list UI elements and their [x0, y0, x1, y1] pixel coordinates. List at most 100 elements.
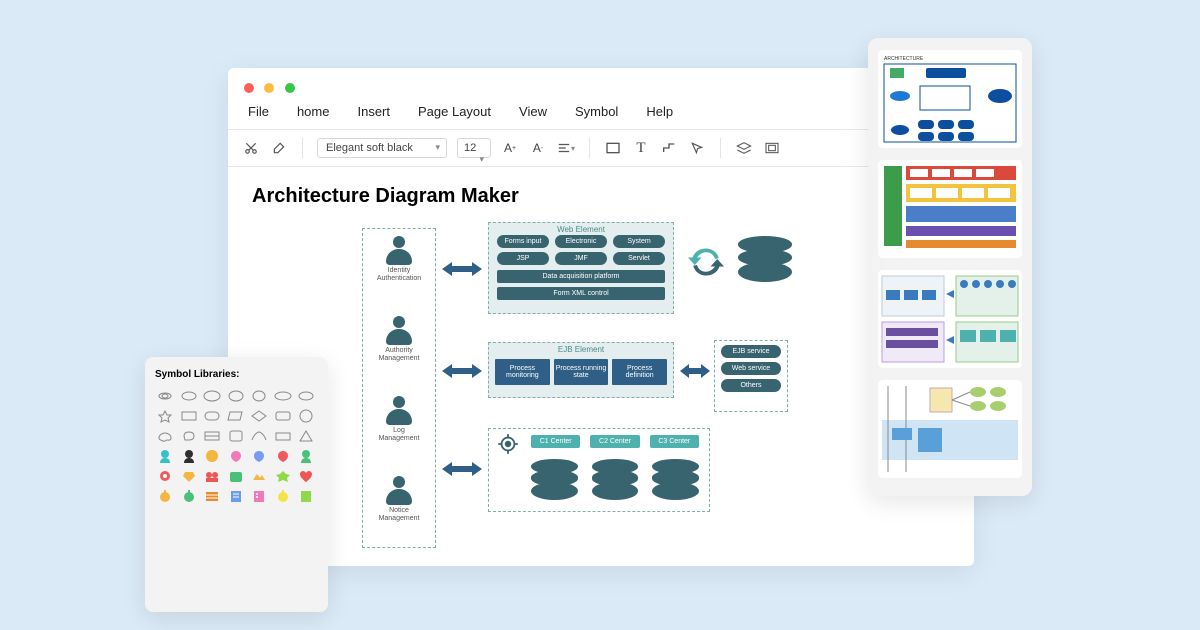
service-pill: Others: [721, 379, 781, 392]
symbol-icon[interactable]: [273, 468, 293, 484]
symbol-libraries-panel: Symbol Libraries:: [145, 357, 328, 612]
toolbar: Elegant soft black 12 A+ A- ▾ T: [228, 130, 974, 167]
web-pill: Servlet: [613, 252, 665, 265]
menubar: File home Insert Page Layout View Symbol…: [228, 88, 974, 130]
services-column: EJB service Web service Others: [714, 340, 788, 412]
symbol-icon[interactable]: [249, 448, 269, 464]
symbol-shape[interactable]: [249, 408, 269, 424]
database-icon: [652, 459, 699, 505]
symbol-shape[interactable]: [226, 388, 246, 404]
web-pill: Electronic: [555, 235, 607, 248]
template-thumb-2[interactable]: [878, 160, 1022, 258]
layers-icon[interactable]: [735, 139, 753, 157]
symbol-shape[interactable]: [226, 428, 246, 444]
page-title: Architecture Diagram Maker: [252, 185, 950, 208]
web-pill: JSP: [497, 252, 549, 265]
center-chip: C1 Center: [531, 435, 580, 448]
symbol-shape[interactable]: [155, 388, 175, 404]
connector-tool-icon[interactable]: [660, 139, 678, 157]
centers-group: C1 Center C2 Center C3 Center: [488, 428, 710, 512]
svg-text:ARCHITECTURE: ARCHITECTURE: [884, 56, 924, 62]
font-name-select[interactable]: Elegant soft black: [317, 138, 447, 158]
symbol-icon[interactable]: [179, 448, 199, 464]
symbol-shape[interactable]: [179, 428, 199, 444]
format-painter-icon[interactable]: [270, 139, 288, 157]
menu-home[interactable]: home: [297, 104, 330, 119]
symbol-icon[interactable]: [155, 468, 175, 484]
symbol-icon[interactable]: [226, 488, 246, 504]
menu-insert[interactable]: Insert: [357, 104, 390, 119]
web-bar: Data acquisition platform: [497, 270, 665, 283]
symbol-shape[interactable]: [296, 388, 316, 404]
gear-cycle-icon: [497, 433, 519, 460]
text-tool-icon[interactable]: T: [632, 139, 650, 157]
symbol-icon[interactable]: [202, 468, 222, 484]
symbol-shape[interactable]: [179, 408, 199, 424]
center-chip: C3 Center: [650, 435, 699, 448]
database-icon: [531, 459, 578, 505]
symbol-shape[interactable]: [202, 408, 222, 424]
ejb-element-group: EJB Element Process monitoring Process r…: [488, 342, 674, 398]
symbol-shape[interactable]: [202, 428, 222, 444]
symbol-icon[interactable]: [249, 488, 269, 504]
canvas[interactable]: Architecture Diagram Maker IdentityAuthe…: [228, 167, 974, 557]
symbol-icon[interactable]: [296, 448, 316, 464]
symbol-icon[interactable]: [273, 448, 293, 464]
symbol-icon[interactable]: [226, 448, 246, 464]
architecture-diagram: IdentityAuthenticationAuthorityManagemen…: [252, 222, 950, 552]
font-size-select[interactable]: 12: [457, 138, 491, 158]
decrease-font-icon[interactable]: A-: [529, 139, 547, 157]
symbol-shape[interactable]: [296, 408, 316, 424]
symbol-shape[interactable]: [179, 388, 199, 404]
symbol-icon[interactable]: [226, 468, 246, 484]
template-thumb-1[interactable]: ARCHITECTURE: [878, 50, 1022, 148]
symbol-shape[interactable]: [273, 388, 293, 404]
symbol-shape[interactable]: [155, 428, 175, 444]
web-pill: System: [613, 235, 665, 248]
role-item: NoticeManagement: [362, 476, 436, 522]
menu-file[interactable]: File: [248, 104, 269, 119]
symbol-icon[interactable]: [179, 488, 199, 504]
symbol-shape[interactable]: [249, 428, 269, 444]
symbol-icon[interactable]: [296, 488, 316, 504]
web-pill: JMF: [555, 252, 607, 265]
cut-icon[interactable]: [242, 139, 260, 157]
symbol-icon[interactable]: [273, 488, 293, 504]
group-icon[interactable]: [763, 139, 781, 157]
symbol-shape[interactable]: [226, 408, 246, 424]
titlebar: [228, 68, 974, 88]
menu-page-layout[interactable]: Page Layout: [418, 104, 491, 119]
role-item: IdentityAuthentication: [362, 236, 436, 282]
pointer-tool-icon[interactable]: [688, 139, 706, 157]
maximize-icon[interactable]: [285, 83, 295, 93]
web-pill: Forms input: [497, 235, 549, 248]
web-element-title: Web Element: [489, 223, 673, 235]
rectangle-tool-icon[interactable]: [604, 139, 622, 157]
menu-help[interactable]: Help: [646, 104, 673, 119]
minimize-icon[interactable]: [264, 83, 274, 93]
menu-symbol[interactable]: Symbol: [575, 104, 618, 119]
symbol-shape[interactable]: [273, 428, 293, 444]
symbol-icon[interactable]: [155, 448, 175, 464]
template-thumb-3[interactable]: [878, 270, 1022, 368]
ejb-element-title: EJB Element: [489, 343, 673, 355]
symbol-icon[interactable]: [155, 488, 175, 504]
symbol-icon[interactable]: [202, 488, 222, 504]
menu-view[interactable]: View: [519, 104, 547, 119]
symbol-icon[interactable]: [249, 468, 269, 484]
templates-panel: ARCHITECTURE: [868, 38, 1032, 496]
web-element-group: Web Element Forms input Electronic Syste…: [488, 222, 674, 314]
symbol-shape[interactable]: [296, 428, 316, 444]
increase-font-icon[interactable]: A+: [501, 139, 519, 157]
close-icon[interactable]: [244, 83, 254, 93]
align-icon[interactable]: ▾: [557, 139, 575, 157]
symbol-icon[interactable]: [179, 468, 199, 484]
symbol-icon[interactable]: [202, 448, 222, 464]
template-thumb-4[interactable]: [878, 380, 1022, 478]
symbol-shape[interactable]: [273, 408, 293, 424]
symbol-shape[interactable]: [202, 388, 222, 404]
symbol-shape[interactable]: [155, 408, 175, 424]
role-item: LogManagement: [362, 396, 436, 442]
symbol-shape[interactable]: [249, 388, 269, 404]
symbol-icon[interactable]: [296, 468, 316, 484]
